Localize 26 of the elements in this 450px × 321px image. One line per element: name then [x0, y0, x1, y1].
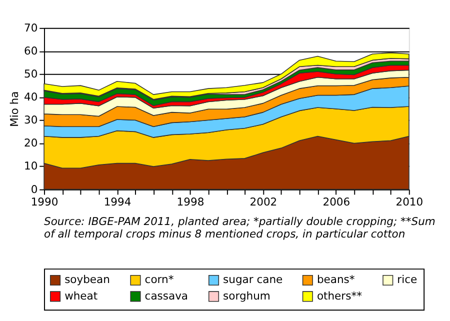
legend-label: beans*: [316, 273, 356, 286]
x-tick-label: 1990: [30, 195, 58, 208]
legend-label: sorghum: [223, 289, 270, 302]
y-tick-label: 40: [24, 90, 38, 104]
legend-label: cassava: [144, 289, 188, 302]
legend-label: others**: [316, 289, 363, 302]
source-note: Source: IBGE-PAM 2011, planted area; *partially double cropping; **Sum: [44, 215, 436, 228]
legend-label: soybean: [64, 273, 110, 286]
text: of all temporal crops minus 8 mentioned crops, in particular cotton: [44, 228, 406, 241]
legend-label: corn*: [144, 273, 174, 286]
y-tick-label: 30: [24, 114, 38, 127]
legend-label: sugar cane: [223, 273, 284, 286]
legend-label: wheat: [64, 289, 98, 302]
legend-label: rice: [397, 273, 418, 286]
y-tick-label: 0: [30, 182, 38, 196]
y-axis-title: Mio ha: [8, 91, 22, 127]
x-tick-label: 2002: [250, 195, 278, 208]
y-tick-label: 10: [24, 160, 38, 173]
x-tick-label: 1998: [176, 195, 204, 208]
y-tick-label: 20: [24, 136, 38, 150]
x-tick-label: 2010: [396, 195, 424, 208]
y-tick-label: 50: [24, 67, 38, 80]
x-tick-label: 2006: [322, 195, 350, 208]
y-tick-label: 70: [24, 21, 38, 34]
y-tick-label: 60: [24, 44, 38, 58]
x-tick-label: 1994: [104, 195, 132, 208]
